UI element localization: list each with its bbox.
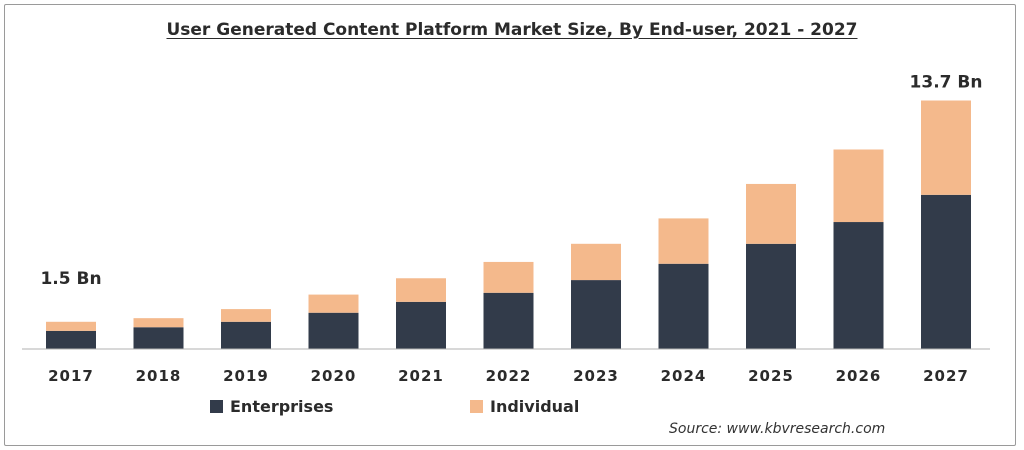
bar-enterprises-2024	[658, 263, 709, 349]
legend-swatch-individual	[470, 400, 483, 413]
bar-enterprises-2021	[396, 301, 446, 349]
legend: Enterprises Individual	[210, 397, 579, 416]
x-tick-label-2022: 2022	[486, 367, 532, 385]
bar-individual-2024	[658, 218, 709, 264]
x-tick-label-2026: 2026	[836, 367, 882, 385]
bar-enterprises-2022	[483, 292, 534, 349]
legend-label-individual: Individual	[490, 397, 579, 416]
annotation-2027: 13.7 Bn	[910, 73, 983, 93]
bar-individual-2019	[221, 309, 271, 322]
x-tick-label-2023: 2023	[573, 367, 619, 385]
x-tick-label-2024: 2024	[661, 367, 707, 385]
data-annotations: 1.5 Bn 13.7 Bn	[40, 73, 982, 289]
source-note: Source: www.kbvresearch.com	[669, 421, 886, 437]
bar-individual-2023	[571, 243, 621, 281]
x-tick-label-2019: 2019	[223, 367, 269, 385]
bar-individual-2018	[133, 318, 184, 328]
bar-enterprises-2018	[133, 327, 184, 349]
x-tick-label-2017: 2017	[48, 367, 94, 385]
x-tick-label-2021: 2021	[398, 367, 444, 385]
annotation-2017: 1.5 Bn	[40, 269, 101, 289]
x-tick-label-2027: 2027	[923, 367, 969, 385]
bar-individual-2026	[833, 149, 884, 223]
chart-title: User Generated Content Platform Market S…	[166, 20, 858, 40]
bar-enterprises-2019	[221, 321, 271, 349]
bar-individual-2027	[921, 100, 971, 195]
bar-enterprises-2027	[921, 194, 971, 349]
bar-individual-2025	[746, 183, 796, 244]
bar-individual-2020	[308, 294, 359, 313]
bar-individual-2022	[483, 261, 534, 293]
bar-individual-2021	[396, 278, 446, 302]
bar-enterprises-2017	[46, 330, 96, 349]
bars-group	[46, 100, 971, 349]
x-tick-label-2020: 2020	[311, 367, 357, 385]
bar-enterprises-2023	[571, 280, 621, 349]
legend-swatch-enterprises	[210, 400, 223, 413]
x-tick-label-2018: 2018	[136, 367, 182, 385]
bar-enterprises-2025	[746, 243, 796, 349]
bar-enterprises-2026	[833, 222, 884, 349]
x-tick-labels: 2017 2018 2019 2020 2021 2022 2023 2024 2025 2026…	[48, 367, 969, 385]
legend-label-enterprises: Enterprises	[230, 397, 333, 416]
bar-individual-2017	[46, 321, 96, 331]
bar-enterprises-2020	[308, 312, 359, 349]
x-tick-label-2025: 2025	[748, 367, 794, 385]
